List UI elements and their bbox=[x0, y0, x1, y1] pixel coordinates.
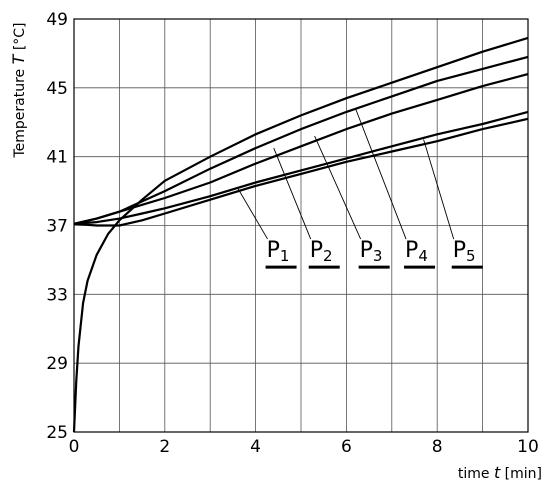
series-label-p4: P4 bbox=[405, 238, 428, 265]
y-tick-label: 37 bbox=[46, 217, 68, 237]
x-tick-label: 0 bbox=[69, 437, 80, 457]
plot-border bbox=[73, 18, 529, 433]
tick-label-group: 0 2 4 6 8 10 25 29 33 37 41 45 49 bbox=[46, 10, 538, 457]
series-line-p4 bbox=[73, 110, 529, 225]
x-axis-label: time t [min] bbox=[458, 463, 542, 482]
plot-frame bbox=[73, 18, 529, 433]
y-tick-label: 45 bbox=[46, 79, 68, 99]
series-line-p3 bbox=[73, 73, 529, 225]
x-tick-label: 4 bbox=[250, 437, 261, 457]
x-tick-label: 10 bbox=[517, 437, 539, 457]
leader-line bbox=[237, 187, 268, 240]
leader-line bbox=[423, 139, 455, 240]
y-tick-label: 41 bbox=[46, 148, 68, 168]
y-tick-label: 25 bbox=[46, 423, 68, 443]
leader-line bbox=[355, 108, 407, 240]
series-line-p5 bbox=[73, 117, 529, 227]
y-tick-label: 29 bbox=[46, 354, 68, 374]
series-line-p1 bbox=[72, 36, 529, 433]
series-group bbox=[72, 36, 529, 433]
x-tick-label: 6 bbox=[341, 437, 352, 457]
y-tick-label: 33 bbox=[46, 285, 68, 305]
series-label-p2: P2 bbox=[310, 238, 333, 265]
leader-line bbox=[273, 147, 312, 240]
series-label-p3: P3 bbox=[360, 238, 383, 265]
series-label-p5: P5 bbox=[453, 238, 476, 265]
x-tick-label: 2 bbox=[159, 437, 170, 457]
grid bbox=[73, 18, 529, 433]
y-tick-label: 49 bbox=[46, 10, 68, 30]
leader-line bbox=[314, 135, 362, 240]
series-label-p1: P1 bbox=[267, 238, 290, 265]
y-axis-label: Temperature T [°C] bbox=[9, 22, 28, 158]
x-tick-label: 8 bbox=[432, 437, 443, 457]
annotation-group: P1 P2 P3 P4 P5 bbox=[237, 108, 483, 269]
